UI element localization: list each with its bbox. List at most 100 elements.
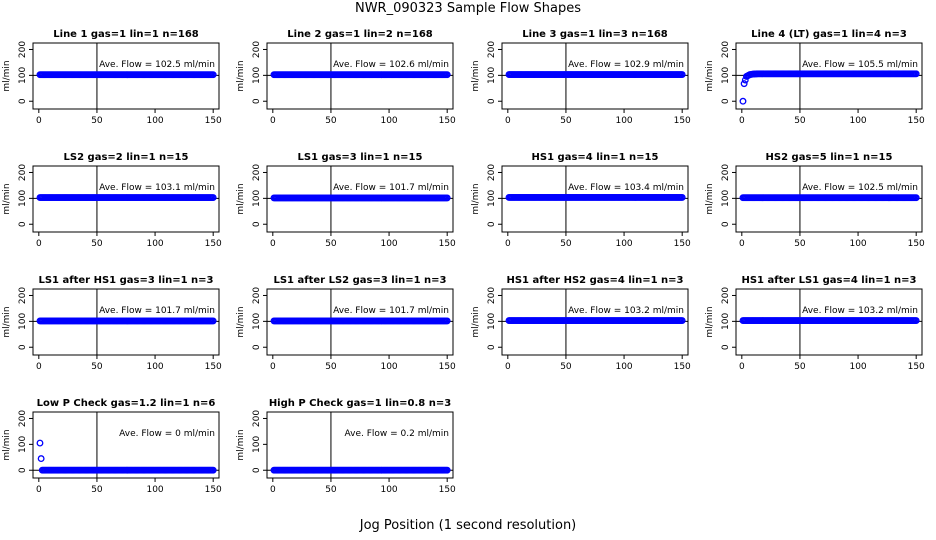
x-tick-label: 150: [908, 362, 925, 372]
chart-panel: HS1 gas=4 lin=1 n=15 0 50 100 150 0 100 200 ml/m…: [471, 152, 691, 249]
panel-title: Low P Check gas=1.2 lin=1 n=6: [37, 398, 216, 409]
data-point: [912, 70, 920, 78]
y-tick-label: 0: [252, 467, 262, 473]
y-tick-label: 200: [487, 41, 497, 58]
y-tick-label: 200: [721, 287, 731, 304]
ave-flow-annotation: Ave. Flow = 103.2 ml/min: [802, 306, 918, 316]
y-tick-label: 200: [252, 410, 262, 427]
panel-title: LS2 gas=2 lin=1 n=15: [64, 152, 189, 163]
y-tick-label: 200: [487, 287, 497, 304]
plot-frame: [501, 42, 689, 110]
x-tick-label: 50: [91, 239, 103, 249]
x-tick-label: 50: [91, 362, 103, 372]
y-tick-label: 0: [721, 344, 731, 350]
y-axis-label: ml/min: [705, 60, 715, 91]
y-tick-label: 200: [252, 164, 262, 181]
x-tick-label: 0: [36, 116, 42, 126]
ave-flow-annotation: Ave. Flow = 101.7 ml/min: [333, 183, 449, 193]
ave-flow-annotation: Ave. Flow = 102.9 ml/min: [568, 60, 684, 70]
panel-title: HS1 after LS1 gas=4 lin=1 n=3: [741, 275, 916, 286]
x-tick-label: 0: [505, 116, 511, 126]
panel-title: LS1 after HS1 gas=3 lin=1 n=3: [38, 275, 213, 286]
y-tick-label: 0: [18, 221, 28, 227]
y-tick-label: 0: [721, 221, 731, 227]
y-tick-label: 200: [18, 164, 28, 181]
x-tick-label: 0: [270, 239, 276, 249]
chart-panel: LS2 gas=2 lin=1 n=15 0 50 100 150 0 100 200 ml/m…: [2, 152, 222, 249]
data-point: [912, 194, 920, 202]
plot-frame: [266, 288, 454, 356]
ave-flow-annotation: Ave. Flow = 102.6 ml/min: [333, 60, 449, 70]
x-tick-label: 100: [849, 362, 866, 372]
plot-frame: [735, 165, 923, 233]
plot-frame: [32, 411, 220, 479]
panel-title: Line 1 gas=1 lin=1 n=168: [53, 29, 199, 40]
y-tick-label: 0: [252, 221, 262, 227]
y-tick-label: 100: [721, 189, 731, 206]
x-tick-label: 50: [560, 362, 572, 372]
x-tick-label: 150: [439, 485, 456, 495]
y-tick-label: 200: [487, 164, 497, 181]
data-point: [36, 439, 44, 447]
x-tick-label: 150: [674, 362, 691, 372]
data-point: [739, 97, 747, 105]
y-axis-label: ml/min: [2, 429, 12, 460]
y-tick-label: 200: [18, 41, 28, 58]
x-tick-label: 100: [146, 362, 163, 372]
plot-frame: [32, 165, 220, 233]
data-point: [443, 194, 451, 202]
data-point: [678, 194, 686, 201]
chart-panel: HS2 gas=5 lin=1 n=15 0 50 100 150 0 100 200 ml/m…: [705, 152, 925, 249]
x-tick-label: 0: [739, 239, 745, 249]
y-tick-label: 200: [252, 287, 262, 304]
y-axis-label: ml/min: [471, 306, 481, 337]
y-tick-label: 200: [18, 287, 28, 304]
chart-panel: LS1 after HS1 gas=3 lin=1 n=3 0 50 100 150 0 1…: [2, 275, 222, 372]
y-axis-label: ml/min: [705, 306, 715, 337]
figure-title: NWR_090323 Sample Flow Shapes: [354, 1, 582, 16]
y-tick-label: 200: [721, 164, 731, 181]
panel-title: High P Check gas=1 lin=0.8 n=3: [269, 398, 451, 409]
ave-flow-annotation: Ave. Flow = 102.5 ml/min: [802, 183, 918, 193]
y-tick-label: 0: [18, 344, 28, 350]
data-point: [209, 194, 217, 202]
y-axis-label: ml/min: [2, 60, 12, 91]
x-tick-label: 0: [270, 362, 276, 372]
x-tick-label: 150: [205, 362, 222, 372]
x-tick-label: 50: [794, 239, 806, 249]
x-tick-label: 150: [205, 116, 222, 126]
y-tick-label: 100: [252, 312, 262, 329]
data-point: [443, 71, 451, 79]
y-tick-label: 0: [721, 98, 731, 104]
x-tick-label: 0: [505, 362, 511, 372]
ave-flow-annotation: Ave. Flow = 102.5 ml/min: [99, 60, 215, 70]
panel-title: HS1 gas=4 lin=1 n=15: [532, 152, 659, 163]
y-tick-label: 100: [721, 312, 731, 329]
plot-frame: [32, 42, 220, 110]
y-tick-label: 100: [487, 312, 497, 329]
plot-frame: [735, 288, 923, 356]
chart-panel: Line 3 gas=1 lin=3 n=168 0 50 100 150 0 100 200…: [471, 29, 691, 126]
panel-title: HS2 gas=5 lin=1 n=15: [766, 152, 893, 163]
chart-panel: LS1 gas=3 lin=1 n=15 0 50 100 150 0 100 200 ml/m…: [236, 152, 456, 249]
x-tick-label: 50: [325, 485, 337, 495]
chart-panel: LS1 after LS2 gas=3 lin=1 n=3 0 50 100 150 0 1…: [236, 275, 456, 372]
y-tick-label: 200: [721, 41, 731, 58]
y-axis-label: ml/min: [236, 60, 246, 91]
y-tick-label: 100: [18, 435, 28, 452]
x-tick-label: 50: [794, 362, 806, 372]
x-tick-label: 50: [560, 116, 572, 126]
plot-frame: [32, 288, 220, 356]
x-tick-label: 0: [739, 116, 745, 126]
y-tick-label: 0: [18, 98, 28, 104]
y-tick-label: 0: [487, 221, 497, 227]
x-tick-label: 100: [615, 239, 632, 249]
y-tick-label: 100: [252, 66, 262, 83]
x-tick-label: 150: [908, 116, 925, 126]
plot-frame: [266, 42, 454, 110]
x-tick-label: 50: [91, 116, 103, 126]
chart-panel: Line 1 gas=1 lin=1 n=168 0 50 100 150 0 100 200…: [2, 29, 222, 126]
ave-flow-annotation: Ave. Flow = 0 ml/min: [119, 429, 215, 439]
plot-frame: [735, 42, 923, 110]
x-tick-label: 50: [325, 362, 337, 372]
